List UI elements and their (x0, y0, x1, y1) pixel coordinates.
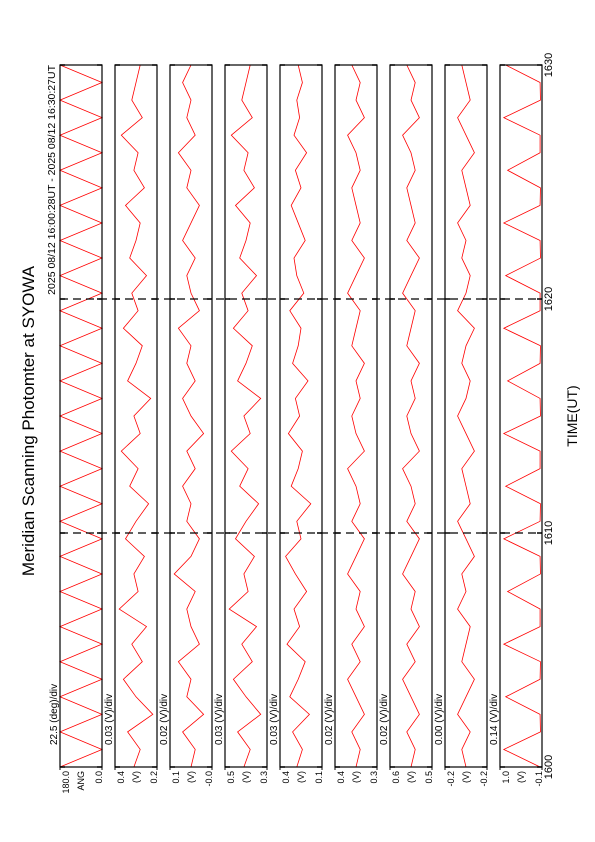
data-line (118, 64, 154, 768)
panel-frame (445, 65, 487, 767)
panel-frame (60, 65, 102, 767)
panel-frame (500, 65, 542, 767)
x-tick-label: 1630 (543, 53, 555, 77)
data-line (228, 64, 262, 768)
y-tick-label: 180.0 (61, 771, 71, 794)
y-tick-label: 0.1 (171, 771, 181, 784)
panel-frame (115, 65, 157, 767)
x-tick-label: 1600 (543, 755, 555, 779)
unit-label: (V) (516, 771, 526, 783)
y-tick-label: 0.1 (314, 771, 324, 784)
y-tick-label: 0.2 (149, 771, 159, 784)
data-line (402, 64, 420, 768)
chart-title: Meridian Scanning Photomter at SYOWA (19, 265, 38, 576)
subtitle: 2025 08/12 16:00:28UT - 2025 08/12 16:30… (46, 64, 58, 294)
data-line (457, 64, 475, 768)
scale-label: 0.02 (V)/div (159, 694, 170, 745)
rotated-chart: Meridian Scanning Photomter at SYOWA 202… (19, 53, 580, 794)
data-line (285, 64, 312, 768)
x-axis-label: TIME(UT) (564, 385, 580, 446)
y-tick-label: 0.6 (391, 771, 401, 784)
data-line (347, 64, 365, 768)
panel-frame (225, 65, 267, 767)
y-tick-label: 1.0 (501, 771, 511, 784)
panel-frame (335, 65, 377, 767)
unit-label: (V) (351, 771, 361, 783)
unit-label: (V) (241, 771, 251, 783)
scale-label: 0.02 (V)/div (324, 694, 335, 745)
y-tick-label: -0.1 (534, 771, 544, 787)
scale-label: 0.02 (V)/div (379, 694, 390, 745)
y-tick-label: 0.0 (94, 771, 104, 784)
panel-border (114, 64, 158, 768)
panel-border (59, 64, 103, 768)
unit-label: (V) (296, 771, 306, 783)
data-line (173, 64, 205, 768)
unit-label: (V) (406, 771, 416, 783)
scale-label: 0.03 (V)/div (269, 694, 280, 745)
scale-label: 22.5 (deg)/div (49, 684, 60, 745)
panel-border (444, 64, 488, 768)
panel-frame (390, 65, 432, 767)
y-tick-label: -0.0 (204, 771, 214, 787)
y-tick-label: 0.5 (226, 771, 236, 784)
panel-border (279, 64, 323, 768)
y-tick-label: 0.4 (336, 771, 346, 784)
panel-border (224, 64, 268, 768)
scale-label: 0.03 (V)/div (104, 694, 115, 745)
y-tick-label: 0.3 (369, 771, 379, 784)
panel-frame (280, 65, 322, 767)
unit-label: (V) (131, 771, 141, 783)
y-tick-label: -0.2 (479, 771, 489, 787)
panel-border (334, 64, 378, 768)
unit-label: (V) (461, 771, 471, 783)
y-tick-label: 0.5 (424, 771, 434, 784)
scale-label: 0.03 (V)/div (214, 694, 225, 745)
x-tick-label: 1610 (543, 521, 555, 545)
y-tick-label: 0.3 (259, 771, 269, 784)
panel-border (389, 64, 433, 768)
y-tick-label: 0.4 (116, 771, 126, 784)
y-tick-label: 0.4 (281, 771, 291, 784)
panel-border (499, 64, 543, 768)
scale-label: 0.14 (V)/div (489, 694, 500, 745)
panel-border (169, 64, 213, 768)
scale-label: 0.00 (V)/div (434, 694, 445, 745)
unit-label: (V) (186, 771, 196, 783)
y-tick-label: -0.2 (446, 771, 456, 787)
data-line (502, 64, 541, 768)
unit-label: ANG (76, 771, 86, 791)
x-tick-label: 1620 (543, 287, 555, 311)
